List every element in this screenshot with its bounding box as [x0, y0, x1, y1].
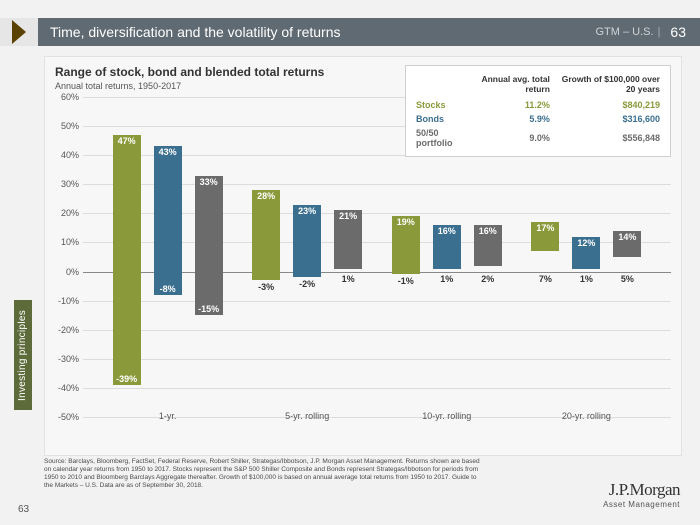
legend-row: Stocks11.2%$840,219 — [414, 98, 662, 112]
brand-line2: Asset Management — [603, 500, 680, 509]
bar-hi-label: 33% — [195, 177, 223, 187]
gridline — [83, 359, 671, 360]
x-tick-label: 5-yr. rolling — [285, 411, 329, 421]
range-bar: 21%1% — [334, 210, 362, 268]
legend-return: 5.9% — [472, 112, 552, 126]
header: Time, diversification and the volatility… — [0, 18, 700, 46]
bar-hi-label: 23% — [293, 206, 321, 216]
bar-hi-label: 19% — [392, 217, 420, 227]
range-bar: 16%1% — [433, 225, 461, 269]
header-right: GTM – U.S. | 63 — [550, 18, 700, 46]
header-page: 63 — [670, 24, 686, 40]
bar-hi-label: 47% — [113, 136, 141, 146]
panel-title: Range of stock, bond and blended total r… — [55, 65, 324, 79]
y-tick-label: 40% — [51, 150, 79, 160]
range-bar: 19%-1% — [392, 216, 420, 274]
y-tick-label: 30% — [51, 179, 79, 189]
bar-lo-label: 7% — [531, 274, 559, 284]
legend-return: 11.2% — [472, 98, 552, 112]
bar-hi-label: 16% — [474, 226, 502, 236]
bar-lo-label: 1% — [334, 274, 362, 284]
legend-row: 50/50 portfolio9.0%$556,848 — [414, 126, 662, 150]
bar-hi-label: 12% — [572, 238, 600, 248]
y-tick-label: -10% — [51, 296, 79, 306]
legend-growth: $840,219 — [552, 98, 662, 112]
range-bar: 14%5% — [613, 231, 641, 257]
bar-hi-label: 16% — [433, 226, 461, 236]
gridline — [83, 330, 671, 331]
legend-col1: Annual avg. total return — [472, 72, 552, 98]
footnote: Source: Barclays, Bloomberg, FactSet, Fe… — [44, 458, 484, 491]
y-tick-label: 20% — [51, 208, 79, 218]
y-tick-label: -40% — [51, 383, 79, 393]
bar-hi-label: 43% — [154, 147, 182, 157]
section-tab: Investing principles — [14, 300, 32, 410]
range-bar: 47% -39% — [113, 135, 141, 385]
legend-series-name: 50/50 portfolio — [414, 126, 472, 150]
range-bar: 16%2% — [474, 225, 502, 266]
bar-lo-label: 5% — [613, 274, 641, 284]
y-tick-label: -50% — [51, 412, 79, 422]
y-tick-label: 60% — [51, 92, 79, 102]
y-tick-label: -20% — [51, 325, 79, 335]
y-tick-label: 0% — [51, 267, 79, 277]
bar-lo-label: -8% — [154, 284, 182, 294]
legend-blank — [414, 72, 472, 98]
bar-lo-label: 2% — [474, 274, 502, 284]
legend-table: Annual avg. total return Growth of $100,… — [414, 72, 662, 150]
bar-lo-label: -3% — [252, 282, 280, 292]
range-bar: 43% -8% — [154, 146, 182, 294]
y-tick-label: 50% — [51, 121, 79, 131]
legend-return: 9.0% — [472, 126, 552, 150]
chevron-right-icon — [12, 20, 26, 44]
legend-series-name: Bonds — [414, 112, 472, 126]
gridline — [83, 301, 671, 302]
range-bar: 33% -15% — [195, 176, 223, 316]
x-tick-label: 10-yr. rolling — [422, 411, 471, 421]
bar-hi-label: 17% — [531, 223, 559, 233]
brand-line1: J.P.Morgan — [603, 480, 680, 500]
bar-lo-label: -1% — [392, 276, 420, 286]
bar-lo-label: -2% — [293, 279, 321, 289]
x-tick-label: 1-yr. — [159, 411, 177, 421]
legend-box: Annual avg. total return Growth of $100,… — [405, 65, 671, 157]
slide-title: Time, diversification and the volatility… — [38, 18, 550, 46]
bar-lo-label: -15% — [195, 304, 223, 314]
header-arrow — [0, 18, 38, 46]
range-bar: 17%7% — [531, 222, 559, 251]
range-bar: 28%-3% — [252, 190, 280, 280]
range-bar: 12%1% — [572, 237, 600, 269]
legend-col2: Growth of $100,000 over 20 years — [552, 72, 662, 98]
range-bar: 23%-2% — [293, 205, 321, 278]
x-tick-label: 20-yr. rolling — [562, 411, 611, 421]
y-tick-label: -30% — [51, 354, 79, 364]
gtm-label: GTM – U.S. — [596, 26, 654, 38]
y-tick-label: 10% — [51, 237, 79, 247]
legend-growth: $316,600 — [552, 112, 662, 126]
bar-hi-label: 28% — [252, 191, 280, 201]
brand: J.P.Morgan Asset Management — [603, 480, 680, 509]
header-sep: | — [658, 26, 661, 38]
gridline — [83, 388, 671, 389]
bar-hi-label: 14% — [613, 232, 641, 242]
slide: Time, diversification and the volatility… — [0, 0, 700, 525]
legend-series-name: Stocks — [414, 98, 472, 112]
chart-panel: Range of stock, bond and blended total r… — [44, 56, 682, 456]
page-number: 63 — [18, 504, 29, 515]
panel-subtitle: Annual total returns, 1950-2017 — [55, 81, 181, 91]
legend-growth: $556,848 — [552, 126, 662, 150]
bar-lo-label: 1% — [572, 274, 600, 284]
bar-lo-label: -39% — [113, 374, 141, 384]
bar-hi-label: 21% — [334, 211, 362, 221]
legend-row: Bonds5.9%$316,600 — [414, 112, 662, 126]
bar-lo-label: 1% — [433, 274, 461, 284]
